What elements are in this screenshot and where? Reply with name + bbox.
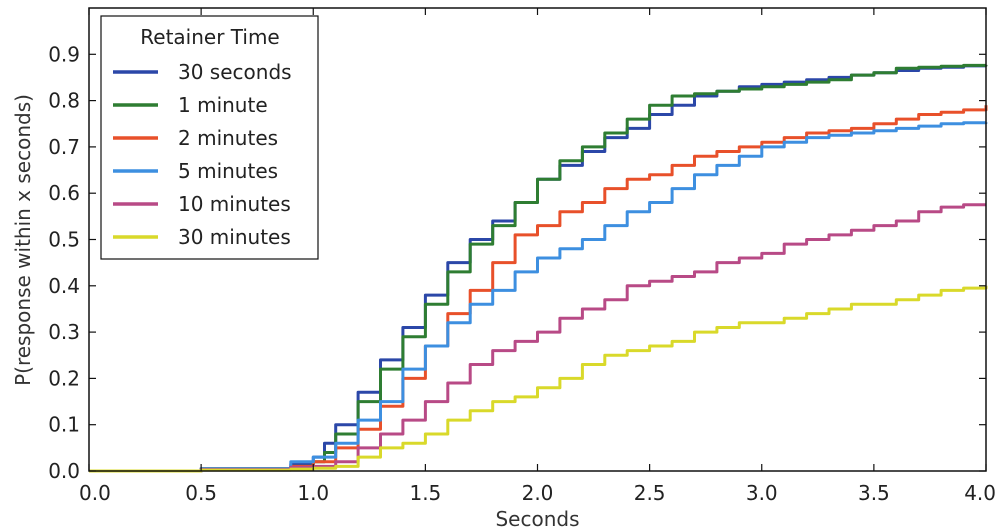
y-tick-label: 0.1 xyxy=(48,413,80,437)
x-tick-label: 0.0 xyxy=(79,481,111,505)
y-tick-label: 0.3 xyxy=(48,320,80,344)
series-line-6 xyxy=(89,285,988,473)
y-tick-label: 0.2 xyxy=(48,366,80,390)
plot-area xyxy=(89,63,988,473)
x-tick-label: 3.5 xyxy=(858,481,890,505)
legend-entry-label: 5 minutes xyxy=(178,159,278,183)
y-tick-label: 0.4 xyxy=(48,274,80,298)
x-tick-label: 1.0 xyxy=(297,481,329,505)
legend: Retainer Time 30 seconds 1 minute 2 minute… xyxy=(100,15,319,260)
y-tick-label: 0.8 xyxy=(48,89,80,113)
legend-entry-label: 30 minutes xyxy=(178,225,291,249)
x-tick-label: 0.5 xyxy=(185,481,217,505)
y-tick-label: 0.0 xyxy=(48,459,80,483)
legend-title: Retainer Time xyxy=(140,25,279,49)
y-tick-label: 0.6 xyxy=(48,181,80,205)
x-tick-label: 4.0 xyxy=(964,481,996,505)
series-line-5 xyxy=(89,203,986,473)
legend-entry-label: 10 minutes xyxy=(178,192,291,216)
y-axis-label: P(response within x seconds) xyxy=(11,94,35,386)
x-tick-label: 2.0 xyxy=(522,481,554,505)
x-tick-label: 3.0 xyxy=(746,481,778,505)
series-line-4 xyxy=(89,121,988,473)
legend-entry-label: 2 minutes xyxy=(178,126,278,150)
x-tick-label: 2.5 xyxy=(634,481,666,505)
legend-items: 30 seconds 1 minute 2 minutes 5 minutes 10 m… xyxy=(113,60,292,249)
y-tick-label: 0.7 xyxy=(48,135,80,159)
y-tick-label: 0.9 xyxy=(48,42,80,66)
x-axis-label: Seconds xyxy=(495,507,579,531)
y-tick-label: 0.5 xyxy=(48,228,80,252)
legend-entry-label: 30 seconds xyxy=(178,60,292,84)
x-tick-label: 1.5 xyxy=(409,481,441,505)
axes-ticks: 0.0 0.5 1.0 1.5 2.0 2.5 3.0 3.5 4.0 0.0 0.1 0.2 0.3 0… xyxy=(48,8,996,505)
series-line-3 xyxy=(89,105,988,473)
legend-entry-label: 1 minute xyxy=(178,93,268,117)
